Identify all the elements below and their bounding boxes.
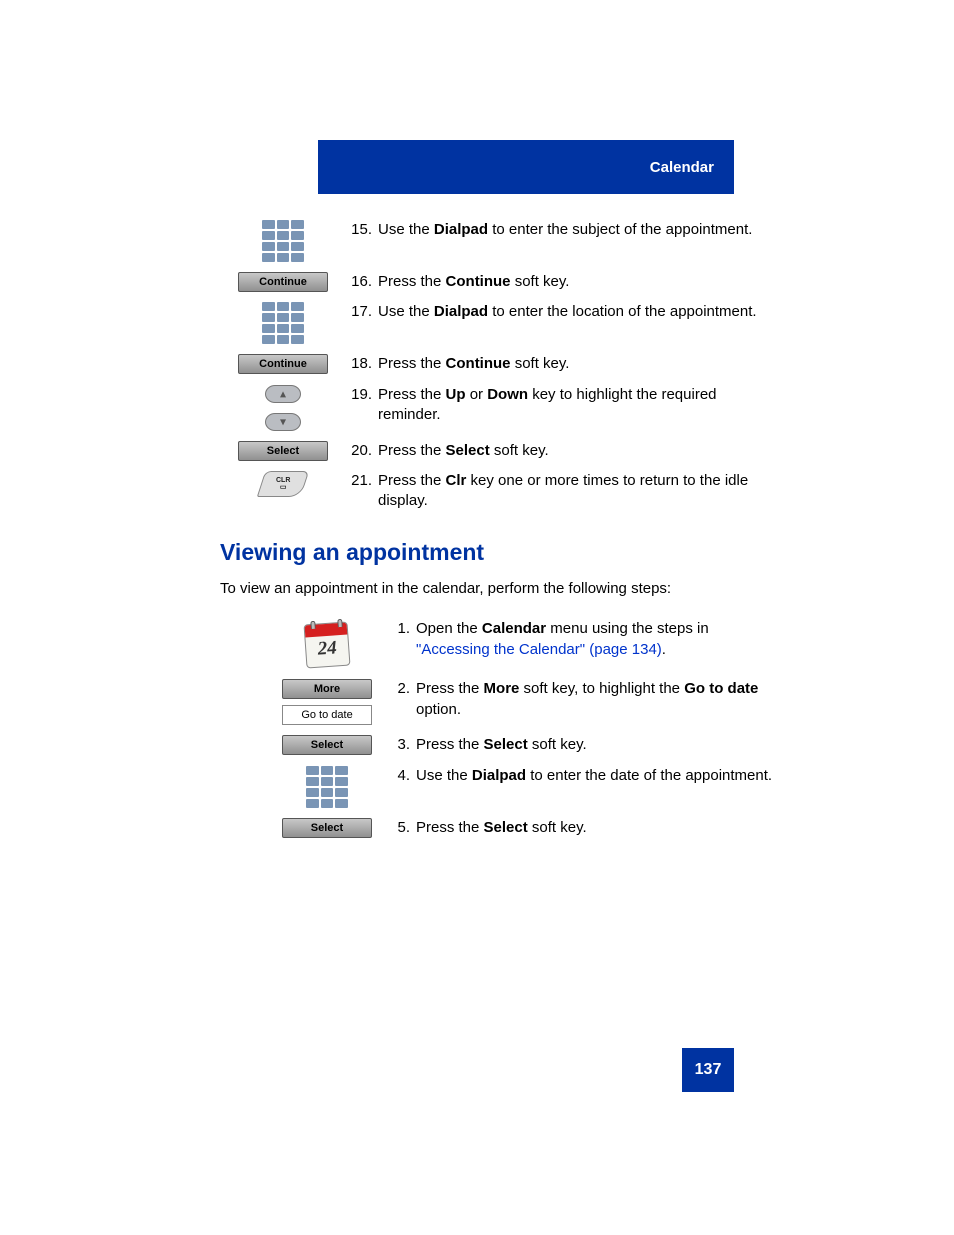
page-number: 137 [682,1048,734,1092]
step-number: 21. [348,471,378,489]
continue-softkey: Continue [238,354,328,374]
step-row: Select 3. Press the Select soft key. [262,735,778,755]
calendar-icon: 24 [304,622,351,669]
step-row: Continue 18. Press the Continue soft key… [218,354,778,374]
step-text: Press the Select soft key. [416,735,778,755]
step-text: Press the Clr key one or more times to r… [378,471,778,512]
select-softkey: Select [282,818,372,838]
step-text: Press the Up or Down key to highlight th… [378,385,778,426]
step-number: 2. [392,679,416,697]
step-row: 17. Use the Dialpad to enter the locatio… [218,302,778,344]
page-content: 15. Use the Dialpad to enter the subject… [218,220,778,848]
step-number: 5. [392,818,416,836]
dialpad-icon [262,302,304,344]
select-softkey: Select [238,441,328,461]
dialpad-icon [306,766,348,808]
step-number: 1. [392,619,416,637]
step-number: 16. [348,272,378,290]
step-number: 3. [392,735,416,753]
step-text: Press the Continue soft key. [378,272,778,292]
step-text: Use the Dialpad to enter the date of the… [416,766,778,786]
step-number: 20. [348,441,378,459]
header-bar: Calendar [318,140,734,194]
step-number: 17. [348,302,378,320]
section-heading: Viewing an appointment [220,539,778,566]
intro-text: To view an appointment in the calendar, … [220,580,778,597]
step-row: CLR▭ 21. Press the Clr key one or more t… [218,471,778,512]
step-text: Open the Calendar menu using the steps i… [416,619,778,660]
step-row: Select 5. Press the Select soft key. [262,818,778,838]
step-row: Continue 16. Press the Continue soft key… [218,272,778,292]
select-softkey: Select [282,735,372,755]
step-number: 18. [348,354,378,372]
step-row: 15. Use the Dialpad to enter the subject… [218,220,778,262]
cross-reference-link[interactable]: "Accessing the Calendar" (page 134) [416,641,662,658]
step-text: Use the Dialpad to enter the subject of … [378,220,778,240]
nav-up-icon [265,385,301,403]
more-softkey: More [282,679,372,699]
step-row: 19. Press the Up or Down key to highligh… [218,385,778,431]
nav-down-icon [265,413,301,431]
continue-softkey: Continue [238,272,328,292]
step-text: Use the Dialpad to enter the location of… [378,302,778,322]
header-section-label: Calendar [650,159,714,176]
step-row: More Go to date 2. Press the More soft k… [262,679,778,725]
step-number: 19. [348,385,378,403]
step-row: 4. Use the Dialpad to enter the date of … [262,766,778,808]
step-number: 15. [348,220,378,238]
go-to-date-option: Go to date [282,705,372,725]
step-text: Press the Continue soft key. [378,354,778,374]
step-row: 24 1. Open the Calendar menu using the s… [262,619,778,667]
step-text: Press the More soft key, to highlight th… [416,679,778,720]
step-row: Select 20. Press the Select soft key. [218,441,778,461]
step-text: Press the Select soft key. [416,818,778,838]
step-number: 4. [392,766,416,784]
clr-key-icon: CLR▭ [257,471,309,497]
dialpad-icon [262,220,304,262]
step-text: Press the Select soft key. [378,441,778,461]
